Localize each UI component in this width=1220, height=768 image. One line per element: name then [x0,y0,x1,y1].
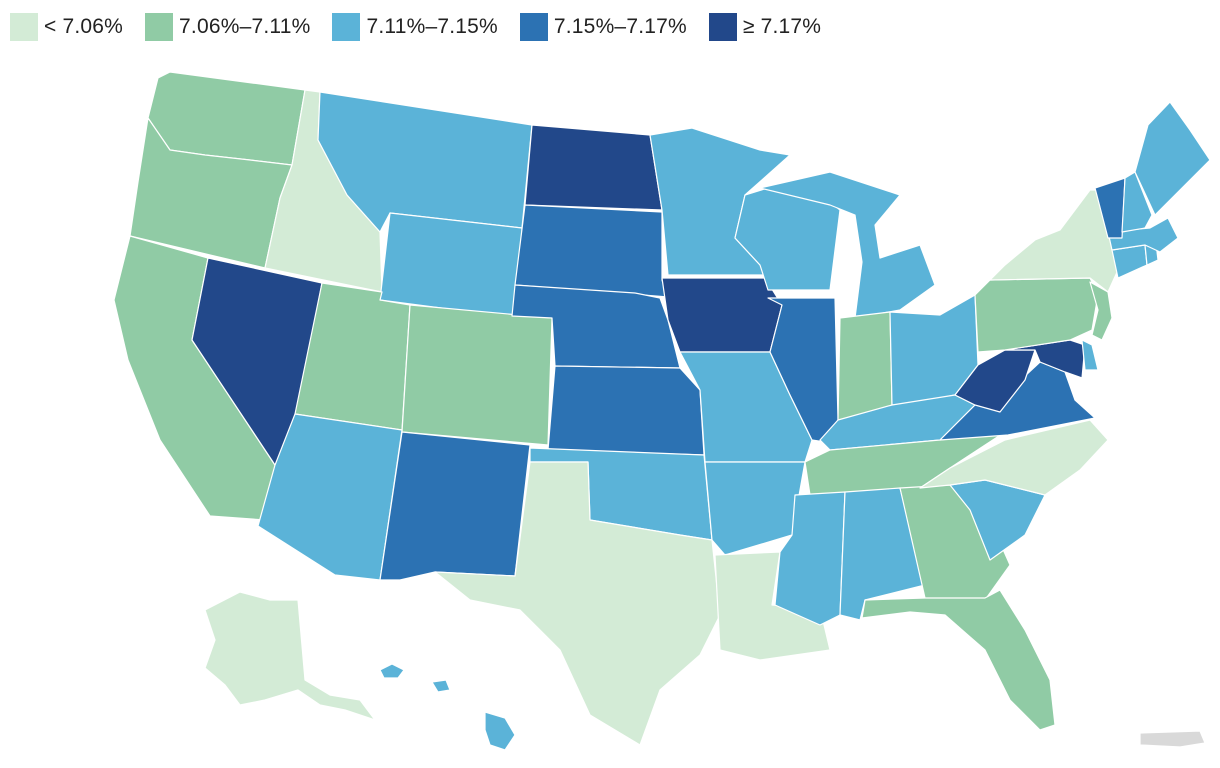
state-ar[interactable] [704,461,806,556]
state-pa[interactable] [974,277,1099,353]
state-ks[interactable] [547,365,705,456]
state-co[interactable] [401,304,553,446]
state-hi[interactable] [379,663,516,751]
state-il[interactable] [767,297,839,443]
legend-item-711-715[interactable]: 7.11%–7.15% [332,13,498,41]
legend-label: 7.06%–7.11% [179,15,311,38]
state-nd[interactable] [524,124,663,211]
legend-swatch [519,13,548,41]
legend-swatch [332,13,361,41]
state-vt[interactable] [1094,177,1126,239]
state-md[interactable] [1004,339,1086,379]
state-nh[interactable] [1121,171,1153,233]
legend: < 7.06% 7.06%–7.11% 7.11%–7.15% 7.15%–7.… [10,12,843,42]
state-ma[interactable] [1107,217,1179,253]
state-in[interactable] [837,311,893,421]
state-ny[interactable] [989,189,1119,293]
state-nc[interactable] [919,419,1109,496]
legend-item-lt-706[interactable]: < 7.06% [10,13,123,41]
state-tx[interactable] [434,461,721,746]
state-mi[interactable] [759,171,936,319]
legend-item-gte-717[interactable]: ≥ 7.17% [708,13,822,41]
legend-swatch [10,13,38,41]
territory-pr[interactable] [1139,730,1206,748]
state-nm[interactable] [379,431,531,581]
legend-label: 7.11%–7.15% [366,15,498,38]
state-az[interactable] [257,413,403,581]
state-fl[interactable] [861,589,1056,731]
legend-item-715-717[interactable]: 7.15%–7.17% [519,13,687,41]
legend-swatch [145,13,174,41]
state-de[interactable] [1081,339,1099,371]
legend-label: ≥ 7.17% [742,15,822,38]
state-ia[interactable] [661,277,783,353]
state-ct[interactable] [1111,244,1148,279]
legend-item-706-711[interactable]: 7.06%–7.11% [145,13,310,41]
legend-label: 7.15%–7.17% [553,15,687,38]
state-wv[interactable] [954,349,1036,413]
state-me[interactable] [1134,101,1211,216]
state-ak[interactable] [204,591,376,721]
legend-label: < 7.06% [44,15,124,38]
legend-swatch [708,13,737,41]
state-sd[interactable] [514,204,669,298]
state-wy[interactable] [379,212,523,319]
